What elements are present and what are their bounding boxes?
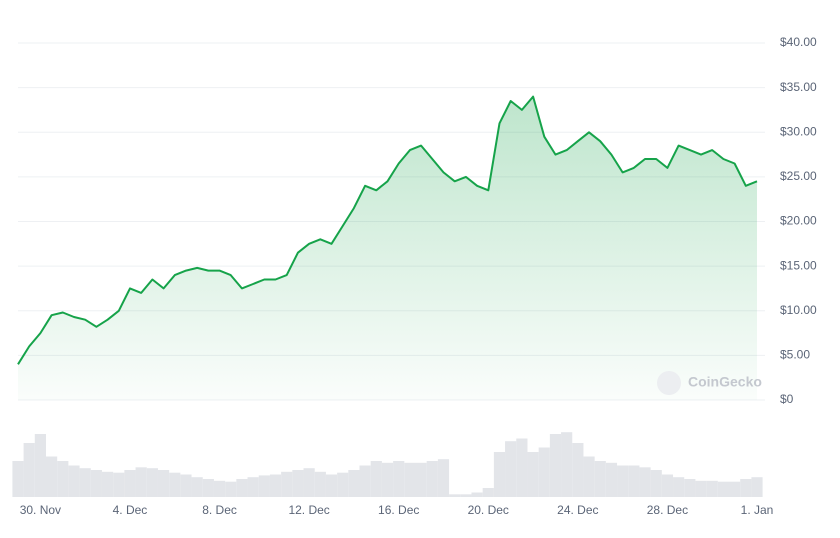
watermark-logo <box>657 371 681 395</box>
volume-bar <box>79 468 91 497</box>
volume-bar <box>146 468 158 497</box>
volume-bar <box>180 474 192 497</box>
volume-bar <box>269 474 282 497</box>
x-tick-label: 24. Dec <box>557 503 598 517</box>
volume-bar <box>258 475 270 497</box>
x-tick-label: 20. Dec <box>468 503 509 517</box>
volume-bar <box>751 477 763 497</box>
volume-bar <box>314 471 326 497</box>
volume-bar <box>516 438 528 497</box>
volume-bar <box>393 461 405 497</box>
volume-bar <box>561 432 573 497</box>
x-tick-label: 4. Dec <box>113 503 148 517</box>
y-tick-label: $5.00 <box>780 348 810 362</box>
volume-bar <box>124 470 136 497</box>
volume-bar <box>426 461 438 497</box>
volume-bar <box>605 462 618 497</box>
x-tick-label: 28. Dec <box>647 503 688 517</box>
volume-bar <box>12 461 24 497</box>
volume-bar <box>281 471 293 497</box>
volume-bar <box>505 441 517 497</box>
volume-bar <box>594 461 606 497</box>
x-tick-label: 16. Dec <box>378 503 419 517</box>
volume-bar <box>549 434 562 497</box>
volume-bar <box>650 470 662 497</box>
y-tick-label: $30.00 <box>780 124 817 138</box>
volume-bar <box>169 472 181 497</box>
volume-bar <box>628 465 640 497</box>
price-line <box>17 95 758 365</box>
volume-bar <box>236 479 248 497</box>
volume-bar <box>370 461 382 497</box>
y-tick-label: $25.00 <box>780 169 817 183</box>
volume-bar <box>381 462 394 497</box>
volume-bar <box>191 477 203 497</box>
volume-bar <box>493 452 506 497</box>
volume-bar <box>717 481 730 497</box>
volume-bar <box>673 477 685 497</box>
y-tick-label: $40.00 <box>780 35 817 49</box>
y-tick-label: $35.00 <box>780 80 817 94</box>
volume-bar <box>538 447 550 497</box>
volume-bar <box>684 479 696 497</box>
volume-bar <box>471 492 483 497</box>
volume-bar <box>34 434 46 497</box>
volume-bar <box>68 465 80 497</box>
volume-bar <box>337 472 349 497</box>
volume-bar <box>661 474 674 497</box>
volume-bar <box>325 474 338 497</box>
volume-bar <box>23 443 35 497</box>
area <box>18 96 757 400</box>
volume-bar <box>437 459 450 497</box>
x-tick-label: 8. Dec <box>202 503 237 517</box>
volume-bar <box>225 481 237 497</box>
volume-bar <box>449 494 461 497</box>
volume-bar <box>247 477 259 497</box>
volume-bar <box>482 488 494 497</box>
volume-bar <box>157 470 170 497</box>
volume-bar <box>404 462 416 497</box>
volume-bar <box>90 470 102 497</box>
y-tick-label: $20.00 <box>780 214 817 228</box>
volume-bar <box>583 456 595 497</box>
watermark: CoinGecko <box>688 374 762 390</box>
volume-bar <box>740 479 752 497</box>
volume-bar <box>617 465 629 497</box>
volume-bar <box>527 452 539 497</box>
volume-bar <box>135 467 147 497</box>
y-tick-label: $15.00 <box>780 258 817 272</box>
volume-bar <box>303 468 315 497</box>
volume-bar <box>639 467 651 497</box>
volume-bar <box>460 494 472 497</box>
volume-bar <box>415 462 427 497</box>
x-tick-label: 30. Nov <box>20 503 61 517</box>
volume-bar <box>348 470 360 497</box>
volume-bar <box>113 472 125 497</box>
volume-bar <box>695 480 707 497</box>
y-tick-label: $0 <box>780 392 794 406</box>
volume-bar <box>101 471 114 497</box>
volume-bar <box>202 479 214 497</box>
volume-bar <box>45 456 58 497</box>
x-tick-label: 12. Dec <box>288 503 329 517</box>
y-tick-label: $10.00 <box>780 303 817 317</box>
volume-bar <box>292 470 304 497</box>
volume-bar <box>572 443 584 497</box>
volume-bar <box>57 461 69 497</box>
volume-bar <box>359 465 371 497</box>
volume-bar <box>706 480 718 497</box>
volume-bar <box>213 480 226 497</box>
volume-bar <box>729 481 741 497</box>
x-tick-label: 1. Jan <box>741 503 774 517</box>
